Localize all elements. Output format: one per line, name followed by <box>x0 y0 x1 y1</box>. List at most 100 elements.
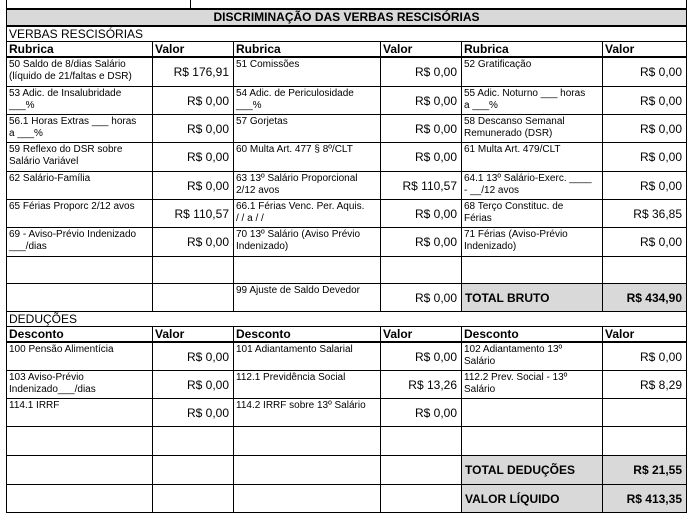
description-cell: 70 13º Salário (Aviso Prévio Indenizado) <box>233 227 381 257</box>
value-cell: R$ 0,00 <box>380 398 462 427</box>
empty-cell <box>380 426 462 456</box>
empty-cell <box>380 256 462 284</box>
empty-cell <box>602 426 687 456</box>
empty-cell <box>152 484 234 513</box>
main-title: DISCRIMINAÇÃO DAS VERBAS RESCISÓRIAS <box>6 9 687 26</box>
description-cell: 65 Férias Proporc 2/12 avos <box>6 199 153 228</box>
value-cell: R$ 0,00 <box>380 342 462 371</box>
section-title: VERBAS RESCISÓRIAS <box>6 26 687 42</box>
empty-cell <box>461 398 603 427</box>
value-cell: R$ 0,00 <box>602 142 687 172</box>
description-cell: 100 Pensão Alimentícia <box>6 342 153 371</box>
value-cell: R$ 0,00 <box>602 114 687 143</box>
value-cell: R$ 0,00 <box>152 398 234 427</box>
value-cell: R$ 176,91 <box>152 57 234 87</box>
value-cell: R$ 0,00 <box>380 227 462 257</box>
top-cell <box>190 0 687 9</box>
value-cell: R$ 0,00 <box>152 114 234 143</box>
empty-cell <box>6 256 153 284</box>
description-cell: 56.1 Horas Extras ___ horas a ___% <box>6 114 153 143</box>
value-cell: R$ 0,00 <box>602 342 687 371</box>
value-cell: R$ 0,00 <box>380 114 462 143</box>
value-cell: R$ 0,00 <box>152 342 234 371</box>
empty-cell <box>152 426 234 456</box>
section-title: DEDUÇÕES <box>6 311 687 327</box>
description-cell: 102 Adiantamento 13º Salário <box>461 342 603 371</box>
description-cell: 61 Multa Art. 479/CLT <box>461 142 603 172</box>
value-cell: R$ 0,00 <box>152 370 234 399</box>
value-cell: R$ 0,00 <box>152 171 234 200</box>
empty-cell <box>152 256 234 284</box>
description-cell: 59 Reflexo do DSR sobre Salário Variável <box>6 142 153 172</box>
empty-cell <box>602 256 687 284</box>
description-cell: 53 Adic. de Insalubridade ___% <box>6 86 153 115</box>
value-cell: R$ 0,00 <box>152 227 234 257</box>
description-cell: 58 Descanso Semanal Remunerado (DSR) <box>461 114 603 143</box>
total-label: TOTAL DEDUÇÕES <box>461 455 603 485</box>
column-header: Rubrica <box>461 41 603 57</box>
value-cell: R$ 0,00 <box>602 227 687 257</box>
description-cell: 54 Adic. de Periculosidade ___% <box>233 86 381 115</box>
description-cell: 51 Comissões <box>233 57 381 87</box>
description-cell: 99 Ajuste de Saldo Devedor <box>233 283 381 312</box>
description-cell: 68 Terço Constituc. de Férias <box>461 199 603 228</box>
description-cell: 114.1 IRRF <box>6 398 153 427</box>
empty-cell <box>6 283 153 312</box>
total-value: R$ 21,55 <box>602 455 687 485</box>
value-cell: R$ 0,00 <box>380 199 462 228</box>
column-header: Rubrica <box>233 41 381 57</box>
description-cell: 66.1 Férias Venc. Per. Aquis. / / a / / <box>233 199 381 228</box>
column-header: Valor <box>602 41 687 57</box>
empty-cell <box>233 455 381 485</box>
column-header: Desconto <box>461 326 603 342</box>
empty-cell <box>152 283 234 312</box>
description-cell: 62 Salário-Família <box>6 171 153 200</box>
description-cell: 103 Aviso-Prévio Indenizado___/dias <box>6 370 153 399</box>
total-label: TOTAL BRUTO <box>461 283 603 312</box>
description-cell: 52 Gratificação <box>461 57 603 87</box>
description-cell: 112.2 Prev. Social - 13º Salário <box>461 370 603 399</box>
column-header: Valor <box>602 326 687 342</box>
value-cell: R$ 8,29 <box>602 370 687 399</box>
column-header: Valor <box>152 41 234 57</box>
description-cell: 71 Férias (Aviso-Prévio Indenizado) <box>461 227 603 257</box>
empty-cell <box>461 426 603 456</box>
description-cell: 69 - Aviso-Prévio Indenizado ___/dias <box>6 227 153 257</box>
empty-cell <box>6 484 153 513</box>
description-cell: 112.1 Previdência Social <box>233 370 381 399</box>
value-cell: R$ 0,00 <box>152 142 234 172</box>
value-cell: R$ 0,00 <box>602 57 687 87</box>
total-label: VALOR LÍQUIDO <box>461 484 603 513</box>
value-cell: R$ 13,26 <box>380 370 462 399</box>
value-cell: R$ 0,00 <box>380 142 462 172</box>
description-cell: 57 Gorjetas <box>233 114 381 143</box>
description-cell: 60 Multa Art. 477 § 8º/CLT <box>233 142 381 172</box>
column-header: Valor <box>152 326 234 342</box>
empty-cell <box>602 398 687 427</box>
value-cell: R$ 0,00 <box>380 86 462 115</box>
column-header: Desconto <box>233 326 381 342</box>
value-cell: R$ 0,00 <box>602 86 687 115</box>
total-value: R$ 434,90 <box>602 283 687 312</box>
value-cell: R$ 36,85 <box>602 199 687 228</box>
empty-cell <box>152 455 234 485</box>
column-header: Valor <box>380 326 462 342</box>
empty-cell <box>233 256 381 284</box>
value-cell: R$ 110,57 <box>380 171 462 200</box>
value-cell: R$ 0,00 <box>380 57 462 87</box>
column-header: Rubrica <box>6 41 153 57</box>
empty-cell <box>6 426 153 456</box>
top-cell <box>6 0 191 9</box>
description-cell: 114.2 IRRF sobre 13º Salário <box>233 398 381 427</box>
value-cell: R$ 0,00 <box>380 283 462 312</box>
value-cell: R$ 0,00 <box>152 86 234 115</box>
description-cell: 101 Adiantamento Salarial <box>233 342 381 371</box>
empty-cell <box>380 484 462 513</box>
empty-cell <box>380 455 462 485</box>
total-value: R$ 413,35 <box>602 484 687 513</box>
value-cell: R$ 110,57 <box>152 199 234 228</box>
description-cell: 50 Saldo de 8/dias Salário (líquido de 2… <box>6 57 153 87</box>
description-cell: 55 Adic. Noturno ___ horas a ___% <box>461 86 603 115</box>
empty-cell <box>233 484 381 513</box>
